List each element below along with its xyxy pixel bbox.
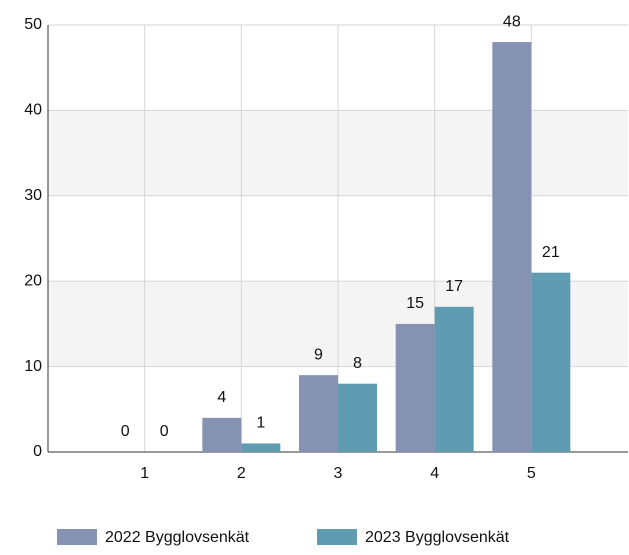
legend-label: 2023 Bygglovsenkät	[365, 529, 510, 546]
x-tick-label: 1	[140, 465, 149, 482]
y-tick-label: 30	[24, 187, 42, 204]
y-tick-label: 40	[24, 102, 42, 119]
bar	[492, 42, 532, 452]
y-tick-label: 10	[24, 358, 42, 375]
legend-swatch	[57, 529, 97, 545]
data-label: 48	[503, 13, 521, 30]
data-label: 17	[445, 278, 463, 295]
x-tick-label: 4	[430, 465, 439, 482]
y-tick-label: 0	[33, 443, 42, 460]
bar	[434, 306, 474, 452]
data-label: 21	[542, 244, 560, 261]
bar	[531, 272, 571, 452]
bar	[395, 323, 435, 452]
y-tick-label: 20	[24, 272, 42, 289]
data-label: 0	[160, 423, 169, 440]
x-tick-label: 5	[527, 465, 536, 482]
x-tick-label: 2	[237, 465, 246, 482]
bar	[338, 383, 377, 452]
data-label: 4	[217, 389, 226, 406]
data-label: 9	[314, 346, 323, 363]
bar	[202, 417, 242, 452]
legend-swatch	[317, 529, 357, 545]
data-label: 1	[256, 415, 265, 432]
x-tick-label: 3	[334, 465, 343, 482]
legend-label: 2022 Bygglovsenkät	[105, 529, 250, 546]
bar	[299, 375, 338, 452]
bar	[241, 443, 281, 452]
data-label: 15	[406, 295, 424, 312]
data-label: 0	[121, 423, 130, 440]
data-label: 8	[353, 355, 362, 372]
y-tick-label: 50	[24, 16, 42, 33]
